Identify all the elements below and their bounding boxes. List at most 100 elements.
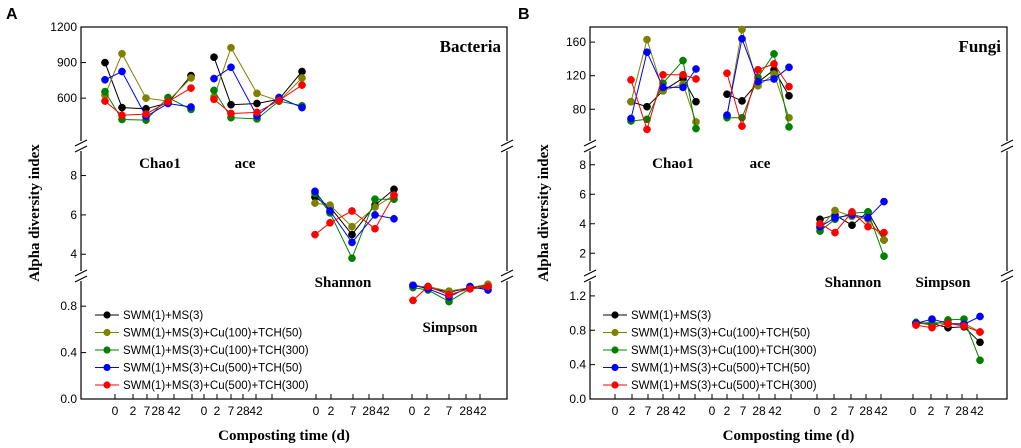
axis-break-gap <box>501 141 513 151</box>
data-point <box>118 111 126 120</box>
data-point <box>831 213 839 222</box>
legend-label: SWM(1)+MS(3)+Cu(100)+TCH(50) <box>123 328 302 340</box>
legend-label: SWM(1)+MS(3)+Cu(500)+TCH(300) <box>631 380 817 392</box>
x-tick-label: 0 <box>709 404 716 418</box>
data-point <box>754 65 762 74</box>
y-tick-label: 0.8 <box>60 299 77 313</box>
x-tick-label: 7 <box>350 404 357 418</box>
data-point <box>326 207 334 215</box>
data-point <box>880 236 888 244</box>
legend-label: SWM(1)+MS(3)+Cu(500)+TCH(300) <box>123 380 309 392</box>
data-point <box>187 84 195 92</box>
data-point <box>484 282 492 291</box>
legend-marker <box>103 381 111 389</box>
axis-break-mark <box>500 145 514 153</box>
legend-label: SWM(1)+MS(3)+Cu(500)+TCH(50) <box>123 363 302 375</box>
data-point <box>227 100 235 109</box>
data-point <box>210 95 218 104</box>
data-point <box>298 103 306 112</box>
y-tick-label: 120 <box>566 69 586 83</box>
legend-label: SWM(1)+MS(3)+Cu(100)+TCH(300) <box>123 345 309 357</box>
data-point <box>424 282 432 291</box>
data-point <box>692 65 700 73</box>
x-tick-label: 0 <box>814 404 821 418</box>
data-point <box>445 290 453 299</box>
data-point <box>326 218 334 227</box>
legend-label: SWM(1)+MS(3) <box>631 310 711 322</box>
series-line <box>213 57 303 106</box>
data-point <box>311 187 319 196</box>
data-point <box>311 230 319 239</box>
data-point <box>253 99 261 108</box>
x-tick-label: 7 <box>944 404 951 418</box>
axis-break-mark <box>1000 275 1014 283</box>
x-tick-label: 28 <box>955 404 969 418</box>
data-point <box>210 86 218 95</box>
y-tick-label: 6 <box>70 208 77 222</box>
x-axis-title: Composting time (d) <box>723 428 855 444</box>
x-tick-label: 28 <box>362 404 376 418</box>
data-point <box>976 356 984 365</box>
x-tick-label: 2 <box>928 404 935 418</box>
x-tick-label: 2 <box>214 404 221 418</box>
data-point <box>101 87 109 96</box>
data-point <box>692 124 700 133</box>
legend-marker <box>103 346 111 354</box>
legend-marker <box>103 328 111 337</box>
data-point <box>643 125 651 134</box>
data-point <box>864 213 872 222</box>
axis-break-gap <box>75 141 87 151</box>
data-point <box>348 207 356 215</box>
data-point <box>723 69 731 78</box>
data-point <box>723 111 731 119</box>
group-label-chao1: Chao1 <box>139 156 181 172</box>
group-label-chao1: Chao1 <box>652 156 694 172</box>
axis-break-mark <box>74 139 88 147</box>
data-point <box>311 199 319 207</box>
data-point <box>976 338 984 347</box>
axis-break-mark <box>583 145 597 153</box>
data-point <box>880 197 888 206</box>
legend-marker <box>611 381 619 389</box>
panel-title: Bacteria <box>440 37 502 56</box>
legend: SWM(1)+MS(3) SWM(1)+MS(3)+Cu(100)+TCH(50)… <box>95 310 309 392</box>
data-point <box>210 53 218 62</box>
legend-marker <box>103 363 111 372</box>
series-3 <box>101 86 492 306</box>
axis-break-mark <box>1000 139 1014 147</box>
data-point <box>390 214 398 223</box>
y-tick-label: 8 <box>579 158 586 172</box>
x-tick-label: 7 <box>740 404 747 418</box>
x-tick-label: 7 <box>446 404 453 418</box>
x-tick-label: 42 <box>768 404 782 418</box>
data-point <box>371 195 379 204</box>
data-point <box>960 322 968 330</box>
data-point <box>142 110 150 118</box>
x-axis-title: Composting time (d) <box>218 428 350 444</box>
axis-break-gap <box>584 141 596 151</box>
group-label-shannon: Shannon <box>825 275 882 291</box>
plot-frame <box>589 26 1008 400</box>
legend-marker <box>611 363 619 372</box>
y-axis-title: Alpha diversity index <box>536 144 552 282</box>
data-point <box>738 34 746 43</box>
data-point <box>692 75 700 83</box>
data-point <box>227 43 235 52</box>
group-label-simpson: Simpson <box>422 320 478 336</box>
data-point <box>348 222 356 231</box>
data-point <box>298 67 306 76</box>
y-tick-label: 0.0 <box>60 392 77 406</box>
x-tick-label: 42 <box>473 404 487 418</box>
x-tick-label: 42 <box>167 404 181 418</box>
data-point <box>627 76 635 84</box>
data-point <box>298 81 306 89</box>
data-point <box>298 74 306 82</box>
x-tick-label: 0 <box>112 404 119 418</box>
data-point <box>679 83 687 92</box>
series-1 <box>627 65 984 347</box>
data-point <box>643 48 651 57</box>
legend-marker <box>611 346 619 354</box>
data-point <box>227 63 235 72</box>
